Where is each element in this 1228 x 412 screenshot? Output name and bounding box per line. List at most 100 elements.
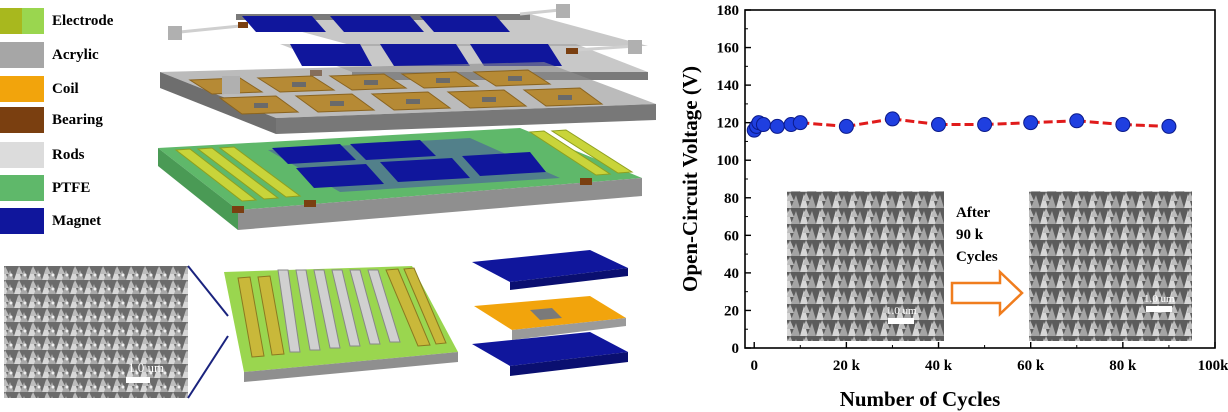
- coil-hole-3: [364, 80, 378, 85]
- legend-item-acrylic: Acrylic: [0, 42, 99, 68]
- closeup-rod-5: [349, 269, 381, 345]
- legend-label: Coil: [52, 80, 79, 97]
- series-segment: [1122, 123, 1169, 128]
- sem-image-surface: 1.0 um: [4, 266, 188, 398]
- coil-hole-2: [292, 82, 306, 87]
- y-tick-label: 0: [732, 341, 740, 357]
- legend-label: Magnet: [52, 212, 102, 229]
- legend-label: Rods: [52, 146, 85, 163]
- y-tick-label: 120: [717, 116, 740, 132]
- device-illustration: 1.0 um: [4, 4, 656, 399]
- legend-label: Acrylic: [52, 46, 99, 63]
- electrode-strip-4: [528, 130, 612, 176]
- magnet-swatch: [0, 208, 44, 234]
- legend-item-bearing: Bearing: [0, 107, 103, 133]
- rods-swatch: [0, 142, 44, 168]
- x-tick-label: 20 k: [833, 358, 861, 374]
- rod-holder-3: [628, 40, 642, 54]
- rod-holder-4: [222, 76, 240, 94]
- stack-coil-hole: [530, 308, 562, 320]
- series-segment: [892, 117, 939, 127]
- legend-item-magnet: Magnet: [0, 208, 101, 234]
- ptfe-left-edge: [158, 148, 238, 230]
- electrode-strip-5: [550, 129, 634, 174]
- x-tick-label: 60 k: [1017, 358, 1045, 374]
- scale-bar: [126, 377, 150, 383]
- magnet-bottom-2: [350, 140, 436, 160]
- magnet-top-3: [420, 16, 510, 32]
- rod-right-top: [519, 8, 561, 16]
- coil-swatch: [0, 76, 44, 102]
- y-tick-label: 80: [724, 191, 739, 207]
- series-segment: [1030, 119, 1077, 125]
- series-segment: [846, 117, 893, 128]
- y-tick-label: 60: [724, 228, 739, 244]
- data-point: [884, 111, 900, 127]
- coil-hole-4: [436, 78, 450, 83]
- component-legend: Electrode Acrylic Coil Bearing Rods PTFE…: [0, 0, 150, 240]
- magnet-bottom-3: [296, 164, 384, 188]
- annotation-after: After: [956, 205, 990, 221]
- sem-inset-after-texture: [1029, 191, 1192, 341]
- closeup-rod-2: [295, 269, 321, 351]
- zoom-line-bottom: [187, 335, 229, 399]
- y-tick-label: 40: [724, 266, 739, 282]
- coil-hole-6: [254, 103, 268, 108]
- y-axis-label: Open-Circuit Voltage (V): [678, 66, 702, 292]
- legend-item-electrode: Electrode: [0, 8, 113, 34]
- closeup-strip-4: [403, 267, 447, 345]
- series-segment: [1076, 119, 1123, 127]
- data-point: [769, 118, 785, 134]
- series-segment: [800, 121, 847, 128]
- electrode-swatch-light: [22, 8, 44, 34]
- data-point: [838, 118, 854, 134]
- closeup-rod-1: [277, 269, 301, 353]
- ptfe-swatch: [0, 175, 44, 201]
- electrode-swatch: [0, 8, 44, 34]
- coil-hole-8: [406, 99, 420, 104]
- closeup-rod-3: [313, 269, 341, 349]
- bearing-1: [238, 22, 248, 28]
- rod-right: [575, 44, 637, 52]
- bearing-2: [566, 48, 578, 54]
- legend-item-coil: Coil: [0, 76, 79, 102]
- x-tick-label: 80 k: [1109, 358, 1137, 374]
- sem-inset-before-texture: [787, 191, 944, 341]
- sem-inset-after: 1.0 um: [1029, 191, 1192, 341]
- annotation-cycles: Cycles: [956, 249, 998, 265]
- magnet-top-6: [470, 44, 562, 66]
- coil-hole-5: [508, 76, 522, 81]
- x-tick-label: 100k: [1198, 358, 1228, 374]
- electrode-swatch-dark: [0, 8, 22, 34]
- bearing-swatch: [0, 107, 44, 133]
- y-tick-label: 140: [717, 78, 740, 94]
- sem-texture: [4, 266, 188, 398]
- magnet-top-2: [330, 16, 424, 32]
- data-point: [755, 117, 771, 133]
- acrylic-base-edge: [238, 178, 642, 230]
- rod-holder-1: [168, 26, 182, 40]
- data-point: [931, 117, 947, 133]
- coil-stack: [472, 250, 628, 376]
- scale-label-before: 1.0 um: [886, 305, 917, 317]
- coil-hole-10: [558, 95, 572, 100]
- y-ticks: 0 20 40 60 80 100 120 140 160 180: [717, 3, 751, 357]
- coil-hole-9: [482, 97, 496, 102]
- data-point: [1023, 115, 1039, 131]
- middle-coil-plate: [160, 62, 656, 134]
- bearing-6: [580, 178, 592, 185]
- electrode-strip-1: [174, 148, 258, 202]
- stack-magnet-bottom: [472, 332, 628, 366]
- closeup-rod-6: [367, 269, 401, 343]
- legend-item-ptfe: PTFE: [0, 175, 90, 201]
- coil-hole-7: [330, 101, 344, 106]
- scale-label-after: 1.0 um: [1144, 293, 1175, 305]
- series-points: [746, 111, 1177, 138]
- data-point: [1115, 117, 1131, 133]
- coil-plate-front-edge: [276, 104, 656, 134]
- magnet-bottom-1: [272, 144, 356, 164]
- y-tick-label: 20: [724, 303, 739, 319]
- y-tick-label: 160: [717, 41, 740, 57]
- magnet-top-1: [242, 16, 326, 32]
